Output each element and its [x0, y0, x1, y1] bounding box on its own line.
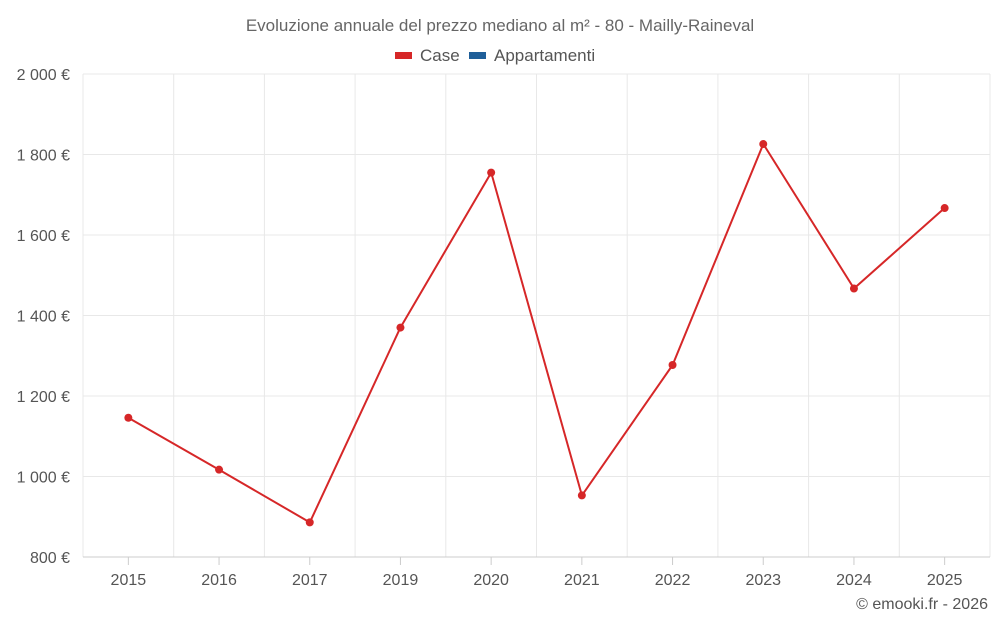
y-tick-label: 1 800 € — [17, 148, 70, 165]
data-point-case[interactable] — [940, 204, 949, 213]
data-point-case[interactable] — [305, 518, 314, 527]
legend-swatch-appartamenti — [469, 52, 486, 59]
data-point-case[interactable] — [759, 140, 768, 149]
y-tick-label: 800 € — [30, 550, 70, 567]
x-tick-label: 2021 — [564, 572, 600, 589]
x-tick-label: 2017 — [292, 572, 328, 589]
y-tick-label: 1 200 € — [17, 389, 70, 406]
data-point-case[interactable] — [668, 361, 677, 370]
x-tick-label: 2024 — [836, 572, 872, 589]
legend-item-case[interactable]: Case — [395, 46, 460, 65]
x-tick-label: 2019 — [383, 572, 419, 589]
data-point-case[interactable] — [577, 491, 586, 500]
data-point-case[interactable] — [396, 323, 405, 332]
grid — [82, 73, 991, 557]
legend-label-case: Case — [420, 46, 460, 65]
data-point-case[interactable] — [215, 465, 224, 474]
y-tick-label: 2 000 € — [17, 67, 70, 84]
x-tick-label: 2015 — [111, 572, 147, 589]
credit: © emooki.fr - 2026 — [856, 596, 988, 613]
data-point-case[interactable] — [487, 168, 496, 177]
series-case — [124, 140, 949, 527]
x-tick-label: 2016 — [201, 572, 237, 589]
axes: 800 € 1 000 € 1 200 € 1 400 € 1 600 € 1 800 €… — [17, 67, 990, 589]
y-tick-label: 1 400 € — [17, 309, 70, 326]
legend: Case Appartamenti — [395, 46, 595, 65]
x-tick-label: 2022 — [655, 572, 691, 589]
x-tick-label: 2020 — [473, 572, 509, 589]
chart-title: Evoluzione annuale del prezzo mediano al… — [246, 16, 754, 35]
x-tick-label: 2023 — [745, 572, 781, 589]
y-tick-label: 1 600 € — [17, 228, 70, 245]
legend-item-appartamenti[interactable]: Appartamenti — [469, 46, 595, 65]
series-line-case — [127, 143, 946, 524]
legend-swatch-case — [395, 52, 412, 59]
y-tick-label: 1 000 € — [17, 470, 70, 487]
data-point-case[interactable] — [124, 413, 133, 422]
legend-label-appartamenti: Appartamenti — [494, 46, 595, 65]
data-point-case[interactable] — [849, 284, 858, 293]
x-tick-label: 2025 — [927, 572, 963, 589]
